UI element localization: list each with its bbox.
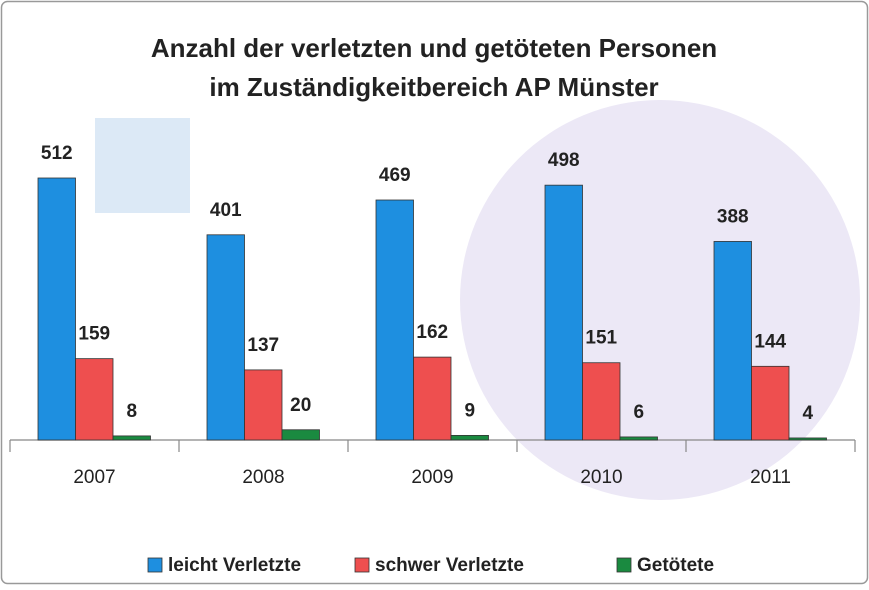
- data-label: 9: [464, 400, 475, 421]
- data-label: 159: [78, 324, 110, 345]
- legend-label: leicht Verletzte: [168, 555, 301, 576]
- data-label: 20: [290, 395, 311, 416]
- bar: [451, 435, 489, 440]
- data-label: 4: [802, 403, 813, 424]
- bar: [76, 359, 114, 440]
- bar: [38, 178, 76, 440]
- bar: [752, 366, 790, 440]
- data-label: 498: [548, 150, 580, 171]
- legend-swatch: [355, 558, 369, 572]
- data-label: 144: [754, 331, 786, 352]
- data-label: 6: [633, 402, 644, 423]
- data-label: 401: [210, 200, 242, 221]
- bar: [282, 430, 320, 440]
- bar: [245, 370, 283, 440]
- bar: [714, 241, 752, 440]
- bar: [113, 436, 151, 440]
- x-tick-label: 2010: [580, 467, 622, 488]
- watermark: [95, 118, 190, 213]
- chart: Anzahl der verletzten und getöteten Pers…: [0, 0, 869, 585]
- legend-swatch: [148, 558, 162, 572]
- data-label: 512: [41, 143, 73, 164]
- bar: [207, 235, 245, 440]
- x-tick-label: 2009: [411, 467, 453, 488]
- bar: [620, 437, 658, 440]
- chart-title: Anzahl der verletzten und getöteten Pers…: [151, 33, 717, 63]
- bar: [583, 363, 621, 440]
- chart-title: im Zuständigkeitbereich AP Münster: [209, 72, 658, 102]
- legend-swatch: [617, 558, 631, 572]
- bar: [545, 185, 583, 440]
- legend-label: schwer Verletzte: [375, 555, 524, 576]
- data-label: 469: [379, 165, 411, 186]
- bar: [414, 357, 452, 440]
- data-label: 8: [126, 401, 137, 422]
- data-label: 137: [247, 335, 279, 356]
- x-tick-label: 2008: [242, 467, 284, 488]
- x-tick-label: 2007: [73, 467, 115, 488]
- bar: [789, 438, 827, 440]
- bar: [376, 200, 414, 440]
- x-tick-label: 2011: [750, 467, 791, 488]
- data-label: 162: [416, 322, 448, 343]
- data-label: 151: [585, 328, 617, 349]
- data-label: 388: [717, 206, 749, 227]
- legend-label: Getötete: [637, 555, 714, 576]
